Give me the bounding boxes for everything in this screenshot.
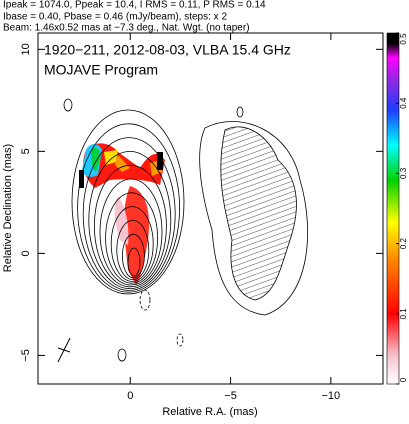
colorbar-tick-label: 0 (399, 377, 408, 382)
contour (88, 150, 172, 289)
colorbar-tick-label: 0.4 (399, 97, 408, 109)
contour (99, 178, 163, 286)
x-tick-label: −5 (224, 390, 237, 402)
x-tick-label: −10 (322, 390, 341, 402)
contour (110, 206, 154, 282)
header-line: Beam: 1.46x0.52 mas at −7.3 deg., Nat. W… (3, 23, 250, 34)
colorbar-tick-label: 0.3 (399, 167, 408, 179)
header-line: Ipeak = 1074.0, Ppeak = 10.4, I RMS = 0.… (3, 0, 266, 11)
contour (127, 247, 141, 277)
contour (71, 109, 185, 295)
plot-frame (37, 32, 384, 385)
header-line: Ibase = 0.40, Pbase = 0.46 (mJy/beam), s… (3, 12, 227, 23)
colorbar-tick-label: 0.2 (399, 237, 408, 249)
contour (105, 192, 159, 284)
y-tick-label: 0 (20, 250, 32, 256)
contour (77, 123, 181, 293)
y-tick-label: 10 (20, 43, 32, 55)
contour (82, 137, 176, 291)
contour (116, 219, 150, 280)
contour (93, 164, 167, 288)
y-tick-label: 5 (20, 148, 32, 154)
colorbar-tick-label: 0.5 (399, 33, 408, 45)
x-tick-label: 0 (127, 390, 133, 402)
map-label: 1920−211, 2012-08-03, VLBA 15.4 GHz (44, 42, 291, 58)
colorbar-tick-label: 0.1 (399, 308, 408, 320)
y-tick-label: −5 (20, 349, 32, 362)
map-label: MOJAVE Program (44, 62, 158, 78)
contour (121, 233, 145, 279)
y-axis-label: Relative Declination (mas) (2, 144, 14, 272)
colorbar (386, 32, 400, 385)
map (57, 98, 308, 363)
x-axis-label: Relative R.A. (mas) (162, 406, 257, 418)
